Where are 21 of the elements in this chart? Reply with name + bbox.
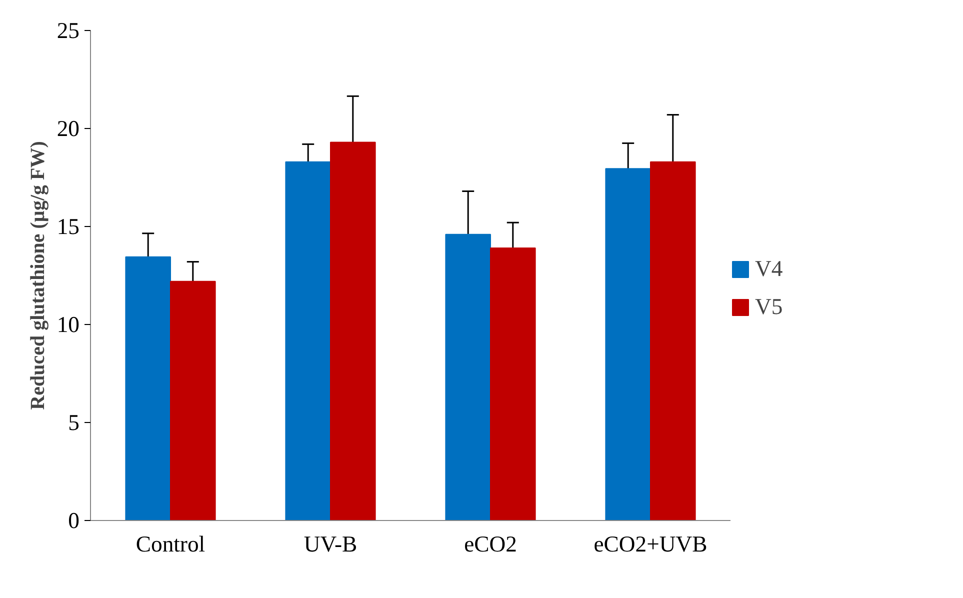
legend-label: V5 bbox=[755, 294, 783, 320]
bar bbox=[330, 142, 376, 520]
y-axis-title: Reduced glutathione (µg/g FW) bbox=[26, 141, 49, 410]
bar bbox=[605, 168, 651, 520]
x-tick-label: UV-B bbox=[304, 532, 358, 556]
y-tick-label: 10 bbox=[56, 312, 80, 337]
y-tick-label: 5 bbox=[68, 410, 80, 435]
x-tick-label: eCO2+UVB bbox=[594, 532, 708, 556]
bar bbox=[125, 256, 171, 520]
bar bbox=[170, 280, 216, 520]
y-tick-label: 15 bbox=[56, 214, 80, 239]
y-tick-label: 20 bbox=[56, 116, 80, 141]
y-tick-label: 25 bbox=[56, 18, 80, 43]
bar bbox=[490, 248, 536, 520]
x-tick-label: Control bbox=[136, 532, 206, 556]
bar bbox=[445, 234, 491, 520]
x-tick-label: eCO2 bbox=[464, 532, 517, 556]
y-tick-label: 0 bbox=[68, 508, 80, 533]
legend-label: V4 bbox=[755, 256, 783, 282]
bar bbox=[285, 161, 331, 520]
bar bbox=[650, 161, 696, 520]
